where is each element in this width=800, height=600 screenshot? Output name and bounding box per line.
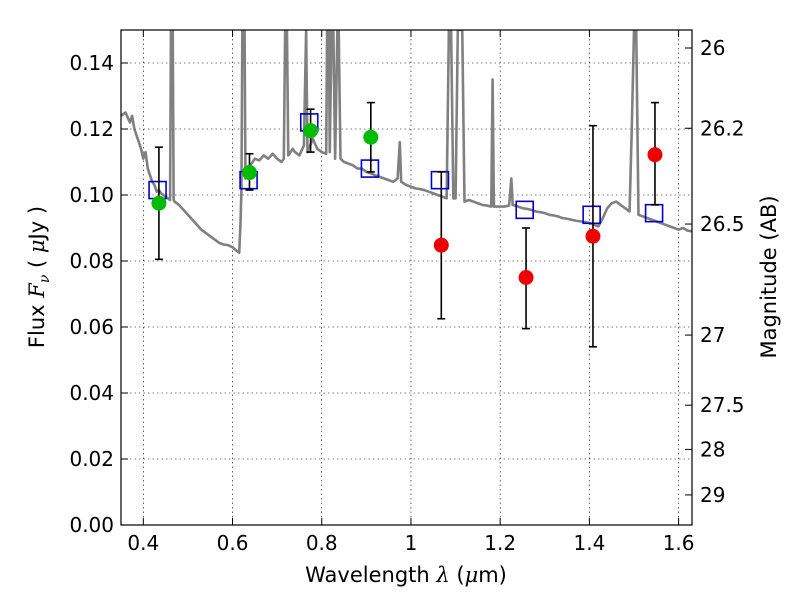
nondetection-point — [433, 237, 449, 253]
y-tick-label: 0.12 — [69, 117, 114, 141]
nondetection-point — [585, 228, 601, 244]
y-tick-label: 0.06 — [69, 315, 114, 339]
y2-tick-label: 29 — [700, 483, 725, 507]
nondetection-point — [647, 147, 663, 163]
x-tick-label: 1.2 — [484, 531, 516, 555]
x-tick-label: 1 — [405, 531, 418, 555]
y-axis-label: Flux Fν ( μJy ) — [25, 206, 53, 348]
model-photometry-box — [582, 205, 601, 225]
detection-point — [363, 129, 379, 145]
y-tick-label: 0.10 — [69, 183, 114, 207]
y-ticks: 0.00 0.02 0.04 0.06 0.08 0.10 0.12 0.14 — [69, 51, 128, 537]
model-photometry-layer — [148, 113, 664, 225]
detection-point — [303, 123, 319, 139]
y2-ticks: 26 26.2 26.5 27 27.5 28 29 — [685, 36, 745, 507]
plot-frame — [120, 29, 693, 526]
model-photometry-box — [515, 200, 535, 220]
y2-tick-label: 26 — [700, 36, 725, 60]
x-tick-label: 0.4 — [127, 531, 159, 555]
x-tick-label: 1.4 — [573, 531, 605, 555]
x-axis-label: Wavelength λ (μm) — [305, 563, 507, 587]
observations-layer — [151, 101, 663, 348]
x-tick-label: 0.6 — [217, 531, 249, 555]
detection-point — [241, 165, 257, 181]
grid-lines — [121, 30, 692, 525]
y-tick-label: 0.08 — [69, 249, 114, 273]
y2-tick-label: 26.5 — [700, 212, 745, 236]
y-tick-label: 0.00 — [69, 513, 114, 537]
y2-tick-label: 27.5 — [700, 393, 745, 417]
x-tick-label: 0.8 — [306, 531, 338, 555]
nondetection-point — [518, 270, 534, 285]
y-tick-label: 0.04 — [69, 381, 114, 405]
y-tick-label: 0.14 — [69, 51, 114, 75]
model-spectrum-line — [121, 30, 692, 255]
y2-tick-label: 27 — [700, 323, 725, 347]
y2-tick-label: 28 — [700, 437, 725, 461]
model-spectrum-layer — [121, 30, 692, 255]
x-ticks: 0.4 0.6 0.8 1 1.2 1.4 1.6 — [127, 30, 695, 555]
x-tick-label: 1.6 — [663, 531, 695, 555]
model-photometry-box — [360, 159, 380, 178]
y-tick-label: 0.02 — [69, 447, 114, 471]
y2-axis-label: Magnitude (AB) — [757, 195, 781, 358]
y2-tick-label: 26.2 — [700, 116, 745, 140]
detection-point — [151, 195, 167, 211]
